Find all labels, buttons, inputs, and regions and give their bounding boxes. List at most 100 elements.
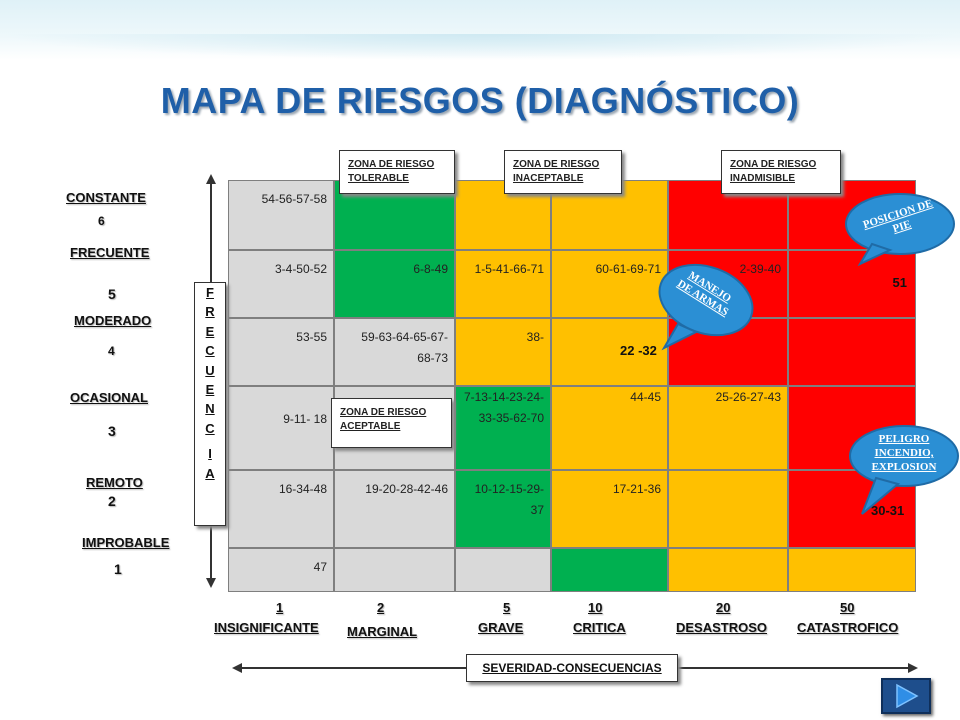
freq-letter: C [205, 420, 215, 436]
cell-r5-c1: 3-4-50-52 [228, 250, 334, 318]
cell-r3-c3: 7-13-14-23-24-33-35-62-70 [455, 386, 551, 470]
col-number-50: 50 [840, 600, 855, 615]
cell-r5-c3: 1-5-41-66-71 [455, 250, 551, 318]
next-slide-button[interactable] [881, 678, 931, 714]
freq-letter: C [205, 343, 215, 359]
freq-letter: E [205, 323, 215, 339]
bubble-text: PELIGRO INCENDIO, EXPLOSION [871, 433, 937, 473]
cell-r5-c4: 60-61-69-71 [551, 250, 668, 318]
row-number-6: 6 [98, 214, 105, 228]
freq-letter: A [205, 465, 215, 481]
cell-text: 1-5-41-66-71 [474, 262, 544, 276]
bubble-shape [849, 425, 959, 515]
col-label-marginal: MARGINAL [347, 624, 418, 639]
col-label-catastrofico: CATASTROFICO [797, 620, 899, 635]
cell-r1-c6 [788, 548, 916, 592]
cell-text: 10-12-15-29-37 [474, 482, 544, 517]
bubble-shape [845, 193, 955, 266]
row-number-3: 3 [108, 423, 116, 439]
row-number-text: 2 [108, 493, 116, 509]
row-number-text: 1 [114, 561, 122, 577]
cell-r3-c4: 44-45 [551, 386, 668, 470]
row-label-text: MODERADO [74, 313, 152, 328]
play-next-icon [896, 683, 919, 709]
cell-r5-c6: 51 [788, 250, 916, 318]
col-label-desastroso: DESASTROSO [676, 620, 768, 635]
cell-text: 19-20-28-42-46 [365, 482, 448, 496]
col-number-20: 20 [716, 600, 731, 615]
cell-r1-c5 [668, 548, 788, 592]
cell-text: 17-21-36 [612, 482, 661, 496]
bubble-shape [658, 263, 754, 351]
cell-r3-c1: 9-11- 18 [228, 386, 334, 470]
zone-text: ZONA DE RIESGO TOLERABLE [348, 159, 435, 184]
cell-r4-c4: 22 -32 [551, 318, 668, 386]
cell-text: 6-8-49 [413, 262, 448, 276]
col-number-2: 2 [377, 600, 385, 615]
col-label-insignificante: INSIGNIFICANTE [214, 620, 319, 635]
zone-text: ZONA DE RIESGO INADMISIBLE [730, 159, 817, 184]
row-number-2: 2 [108, 493, 116, 509]
row-label-moderado: MODERADO [74, 313, 151, 328]
freq-letter: I [208, 446, 212, 462]
cell-r4-c2: 59-63-64-65-67-68-73 [334, 318, 455, 386]
freq-letter: F [206, 285, 214, 300]
row-number-text: 4 [108, 344, 115, 358]
row-number-1: 1 [114, 561, 122, 577]
cell-text: 38- [526, 330, 544, 344]
cell-text: 47 [313, 560, 327, 574]
row-number-text: 5 [108, 286, 116, 302]
cell-r2-c4: 17-21-36 [551, 470, 668, 548]
col-label-critica: CRITICA [573, 620, 626, 635]
cell-text: 7-13-14-23-24-33-35-62-70 [463, 390, 544, 425]
row-label-text: FRECUENTE [70, 245, 150, 260]
cell-text: 2-39-40 [739, 262, 781, 276]
cell-r1-c2 [334, 548, 455, 592]
row-label-text: CONSTANTE [66, 190, 146, 205]
cell-text: 53-55 [296, 330, 327, 344]
frequency-label-box: F R E C U E N C I A [194, 282, 226, 526]
row-label-text: IMPROBABLE [82, 535, 170, 550]
freq-letter: R [205, 304, 215, 320]
col-number-10: 10 [588, 600, 603, 615]
zone-inadmisible-label: ZONA DE RIESGO INADMISIBLE [721, 150, 841, 194]
cell-text: 51 [892, 275, 907, 290]
cell-r2-c3: 10-12-15-29-37 [455, 470, 551, 548]
cell-r1-c3 [455, 548, 551, 592]
cell-r2-c1: 16-34-48 [228, 470, 334, 548]
freq-letter: N [205, 401, 215, 417]
cell-text: 44-45 [630, 390, 661, 404]
cell-text: 9-11- 18 [283, 412, 327, 426]
zone-inaceptable-label: ZONA DE RIESGO INACEPTABLE [504, 150, 622, 194]
cell-r1-c1: 47 [228, 548, 334, 592]
cell-r1-c4 [551, 548, 668, 592]
cell-text: 16-34-48 [278, 482, 327, 496]
bubble-manejo-de-armas: MANEJO DE ARMAS [646, 262, 760, 352]
cell-r4-c3: 38- [455, 318, 551, 386]
cell-r3-c5: 25-26-27-43 [668, 386, 788, 470]
cell-text: 3-4-50-52 [274, 262, 327, 276]
bubble-posicion-de-pie: POSICION DE PIE [838, 186, 960, 266]
row-label-improbable: IMPROBABLE [82, 535, 169, 550]
row-label-ocasional: OCASIONAL [70, 390, 148, 405]
row-number-5: 5 [108, 286, 116, 302]
cell-r2-c5 [668, 470, 788, 548]
row-label-frecuente: FRECUENTE [70, 245, 149, 260]
cell-r2-c2: 19-20-28-42-46 [334, 470, 455, 548]
row-number-4: 4 [108, 344, 115, 358]
cell-text: 22 -32 [620, 343, 657, 358]
col-number-1: 1 [276, 600, 284, 615]
cell-text: 30-31 [871, 503, 905, 518]
row-number-text: 6 [98, 214, 105, 228]
bubble-peligro-incendio: PELIGRO INCENDIO, EXPLOSION [842, 422, 960, 518]
zone-text: ZONA DE RIESGO INACEPTABLE [513, 159, 600, 184]
cell-r4-c1: 53-55 [228, 318, 334, 386]
cell-text: 54-56-57-58 [261, 192, 327, 206]
zone-aceptable-label: ZONA DE RIESGO ACEPTABLE [331, 398, 452, 448]
cell-r4-c6 [788, 318, 916, 386]
row-label-text: OCASIONAL [70, 390, 148, 405]
page-title: MAPA DE RIESGOS (DIAGNÓSTICO) [160, 80, 800, 121]
header-band [0, 0, 960, 60]
zone-tolerable-label: ZONA DE RIESGO TOLERABLE [339, 150, 455, 194]
zone-text: ZONA DE RIESGO ACEPTABLE [340, 407, 427, 432]
